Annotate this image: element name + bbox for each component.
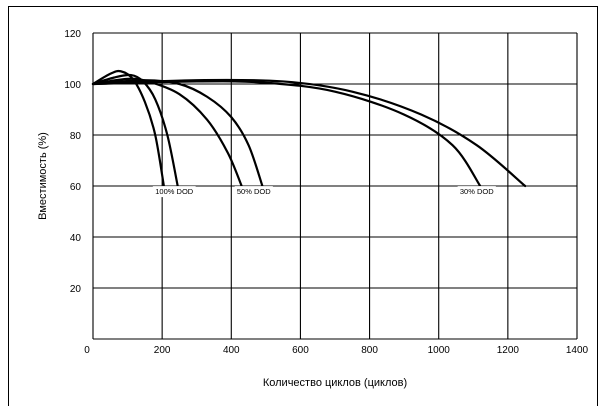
x-tick-label: 1000 [428, 345, 451, 356]
x-tick-label: 200 [154, 345, 171, 356]
y-tick-label: 60 [70, 182, 82, 193]
annotation-label: 50% DOD [237, 187, 271, 196]
y-axis-label: Вместимость (%) [37, 132, 49, 220]
y-tick-label: 100 [64, 80, 81, 91]
series-line-6 [91, 78, 527, 188]
annotation-bg [152, 186, 196, 198]
x-tick-label: 1400 [566, 345, 589, 356]
chart-frame [8, 6, 598, 406]
x-tick-label: 1200 [497, 345, 520, 356]
series-line-1 [91, 69, 165, 188]
curves [91, 69, 527, 188]
annotation-bg [457, 186, 496, 198]
annotation-label: 30% DOD [460, 187, 494, 196]
series-line-3 [91, 77, 243, 188]
tick-labels: 0 200 400 600 800 1000 1200 1400 20 40 60 80 100 120 [64, 29, 588, 356]
x-tick-label: 0 [84, 345, 90, 356]
y-tick-label: 40 [70, 233, 82, 244]
y-tick-label: 120 [64, 29, 81, 40]
x-tick-label: 600 [292, 345, 309, 356]
annotations: 100% DOD 50% DOD 30% DOD [152, 186, 496, 198]
grid [92, 32, 578, 340]
x-axis-label: Количество циклов (циклов) [263, 377, 407, 389]
x-tick-label: 400 [223, 345, 240, 356]
series-line-5 [91, 80, 482, 188]
series-line-2 [91, 73, 179, 188]
series-line-4 [91, 79, 264, 188]
annotation-bg [234, 186, 273, 198]
x-tick-label: 800 [361, 345, 378, 356]
annotation-label: 100% DOD [155, 187, 194, 196]
y-tick-label: 20 [70, 284, 82, 295]
y-tick-label: 80 [70, 131, 82, 142]
